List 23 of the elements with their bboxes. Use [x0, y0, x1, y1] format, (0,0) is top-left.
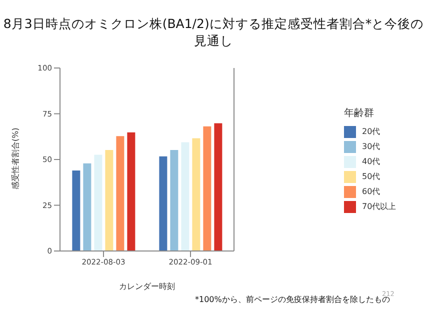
bar: [192, 138, 200, 251]
bar: [181, 142, 190, 251]
y-axis-title: 感受性者割合(%): [10, 128, 20, 190]
bar: [203, 126, 212, 251]
bar: [127, 132, 136, 251]
bar: [214, 123, 222, 251]
bar: [94, 154, 102, 251]
legend-label: 30代: [362, 141, 380, 152]
bar: [72, 170, 80, 251]
bar: [116, 136, 124, 251]
bar: [170, 150, 178, 251]
text: *100%から、前ページの免疫保持者割合を除したもの: [195, 295, 390, 305]
chart-title: 8月3日時点のオミクロン株(BA1/2)に対する推定感受性者割合*と今後の見通し: [2, 16, 425, 50]
legend-label: 60代: [362, 186, 380, 197]
bar: [159, 156, 168, 251]
legend-label: 50代: [362, 171, 380, 182]
bar: [105, 150, 114, 251]
legend-label: 20代: [362, 126, 380, 137]
legend-title: 年齢群: [344, 106, 375, 120]
legend-label: 40代: [362, 156, 380, 167]
x-axis-title: カレンダー時刻: [119, 282, 175, 291]
legend-label: 70代以上: [362, 201, 396, 212]
bar: [83, 163, 92, 251]
